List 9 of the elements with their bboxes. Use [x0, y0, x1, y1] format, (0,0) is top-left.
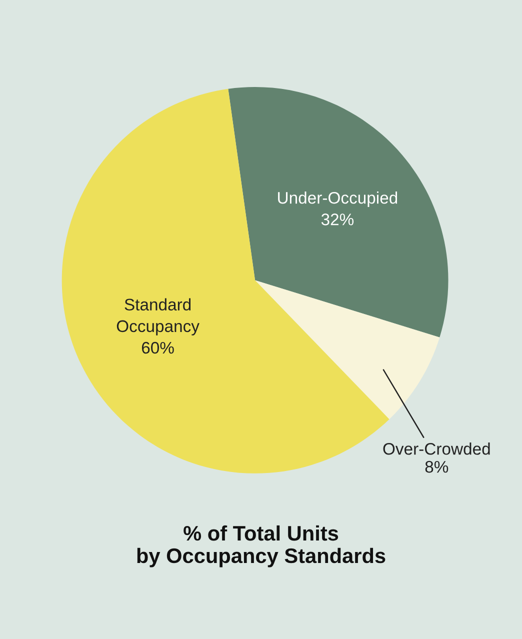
pie-slice: [255, 280, 440, 420]
data-label: 60%: [142, 342, 174, 354]
slice-label: Over-Crowded: [383, 442, 490, 455]
data-label: 32%: [321, 214, 354, 226]
pie-slice: [228, 87, 448, 338]
slice-label: Under-Occupied: [278, 192, 398, 208]
text: % of Total Units by Occupancy Standards: [137, 525, 386, 568]
data-label: 8%: [425, 460, 448, 473]
slice-label: Standard Occupancy: [116, 298, 200, 336]
